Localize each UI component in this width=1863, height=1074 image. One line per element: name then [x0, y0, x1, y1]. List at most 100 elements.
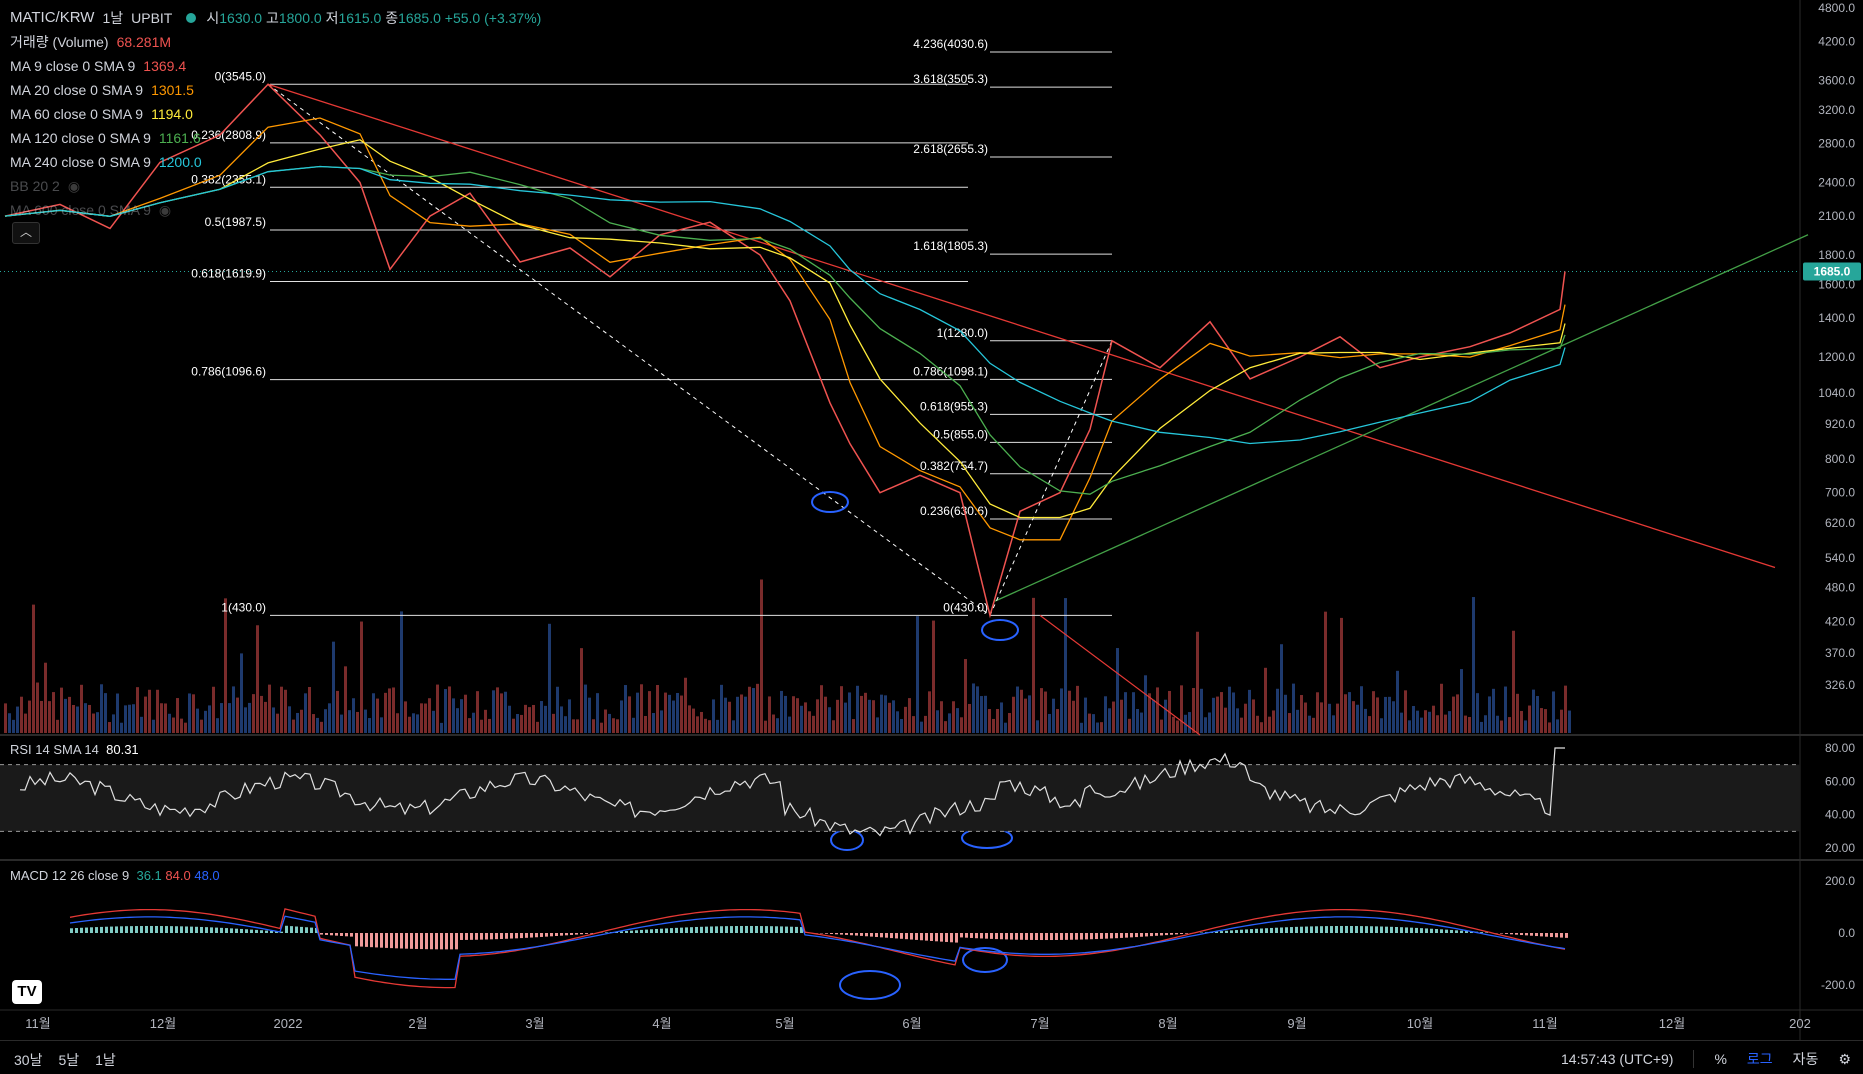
- macd-histogram-bar: [950, 933, 953, 942]
- auto-toggle[interactable]: 자동: [1793, 1049, 1819, 1069]
- volume-bar: [344, 666, 347, 733]
- volume-bar: [1496, 716, 1499, 733]
- volume-bar: [544, 706, 547, 733]
- interval[interactable]: 1날: [102, 6, 123, 30]
- volume-bar: [1136, 709, 1139, 733]
- macd-histogram-bar: [345, 933, 348, 936]
- volume-bar: [852, 719, 855, 733]
- chevron-up-icon[interactable]: ︿: [12, 222, 40, 244]
- volume-bar: [400, 611, 403, 733]
- volume-bar: [1200, 689, 1203, 733]
- volume-bar: [1292, 684, 1295, 733]
- volume-bar: [328, 703, 331, 733]
- macd-histogram-bar: [1075, 933, 1078, 940]
- volume-bar: [292, 720, 295, 733]
- volume-bar: [1252, 699, 1255, 733]
- volume-bar: [8, 713, 11, 733]
- macd-histogram-bar: [475, 933, 478, 940]
- rsi-tick-label: 20.00: [1825, 841, 1855, 855]
- volume-bar: [1552, 691, 1555, 733]
- volume-bar: [152, 720, 155, 733]
- volume-bar: [1500, 721, 1503, 733]
- macd-histogram-bar: [770, 926, 773, 933]
- bb-legend-hidden[interactable]: BB 20 2◉: [10, 174, 541, 198]
- range-30d[interactable]: 30날: [14, 1050, 42, 1070]
- volume-bar: [448, 686, 451, 733]
- macd-histogram-bar: [1290, 927, 1293, 933]
- eye-hidden-icon[interactable]: ◉: [68, 174, 80, 198]
- tradingview-logo[interactable]: TV: [12, 980, 42, 1004]
- volume-bar: [1340, 618, 1343, 733]
- price-tick-label: 2800.0: [1818, 137, 1855, 151]
- macd-histogram-bar: [230, 928, 233, 933]
- range-selector: 30날 5날 1날: [14, 1050, 116, 1070]
- volume-bar: [880, 695, 883, 733]
- macd-histogram-bar: [1285, 927, 1288, 933]
- macd-histogram-bar: [695, 927, 698, 933]
- volume-bar: [76, 707, 79, 733]
- volume-bar: [1088, 714, 1091, 733]
- volume-bar: [660, 710, 663, 733]
- macd-histogram-bar: [1040, 933, 1043, 940]
- macd-histogram-bar: [305, 927, 308, 933]
- rsi-legend[interactable]: RSI 14 SMA 14 80.31: [10, 742, 139, 757]
- volume-bar: [1300, 695, 1303, 733]
- volume-bar: [1468, 717, 1471, 733]
- symbol-name[interactable]: MATIC/KRW: [10, 6, 94, 30]
- gear-icon[interactable]: ⚙: [1838, 1051, 1851, 1068]
- volume-bar: [112, 714, 115, 733]
- macd-histogram-bar: [425, 933, 428, 949]
- time-tick-label: 2022: [274, 1016, 303, 1031]
- macd-histogram-bar: [720, 926, 723, 933]
- volume-bar: [276, 714, 279, 733]
- log-toggle[interactable]: 로그: [1747, 1049, 1773, 1069]
- volume-bar: [40, 701, 43, 733]
- macd-histogram-bar: [1550, 933, 1553, 937]
- volume-bar: [352, 698, 355, 733]
- macd-legend[interactable]: MACD 12 26 close 9 36.1 84.0 48.0: [10, 868, 220, 883]
- range-1d[interactable]: 1날: [95, 1050, 116, 1070]
- volume-bar: [1464, 716, 1467, 733]
- macd-histogram-bar: [1155, 933, 1158, 936]
- volume-bar: [272, 707, 275, 733]
- volume-bar: [396, 713, 399, 733]
- volume-bar: [108, 722, 111, 733]
- percent-toggle[interactable]: %: [1714, 1051, 1726, 1067]
- macd-histogram-bar: [1270, 928, 1273, 933]
- volume-bar: [836, 700, 839, 733]
- volume-bar: [1020, 690, 1023, 733]
- macd-histogram-bar: [725, 926, 728, 933]
- macd-histogram-bar: [295, 927, 298, 933]
- volume-bar: [1484, 715, 1487, 733]
- macd-histogram-bar: [160, 926, 163, 933]
- volume-bar: [1516, 694, 1519, 733]
- volume-legend[interactable]: 거래량 (Volume) 68.281M: [10, 30, 541, 54]
- macd-histogram-bar: [860, 933, 863, 936]
- eye-hidden-icon[interactable]: ◉: [159, 198, 171, 222]
- macd-histogram-bar: [1225, 931, 1228, 933]
- clock[interactable]: 14:57:43 (UTC+9): [1561, 1051, 1673, 1067]
- volume-bar: [132, 704, 135, 733]
- volume-bar: [1092, 714, 1095, 733]
- volume-bar: [992, 719, 995, 733]
- macd-histogram-bar: [675, 928, 678, 933]
- volume-bar: [1412, 706, 1415, 733]
- volume-bar: [36, 683, 39, 733]
- macd-histogram-bar: [920, 933, 923, 940]
- macd-histogram-bar: [645, 930, 648, 933]
- bottom-toolbar: 30날 5날 1날 14:57:43 (UTC+9) % 로그 자동 ⚙: [0, 1040, 1863, 1074]
- macd-histogram-bar: [930, 933, 933, 941]
- volume-bar: [1248, 690, 1251, 733]
- macd-histogram-bar: [335, 933, 338, 936]
- macd-histogram-bar: [420, 933, 423, 949]
- range-5d[interactable]: 5날: [58, 1050, 79, 1070]
- volume-bar: [464, 695, 467, 733]
- volume-bar: [584, 685, 587, 733]
- ma600-legend-hidden[interactable]: MA 600 close 0 SMA 9◉: [10, 198, 541, 222]
